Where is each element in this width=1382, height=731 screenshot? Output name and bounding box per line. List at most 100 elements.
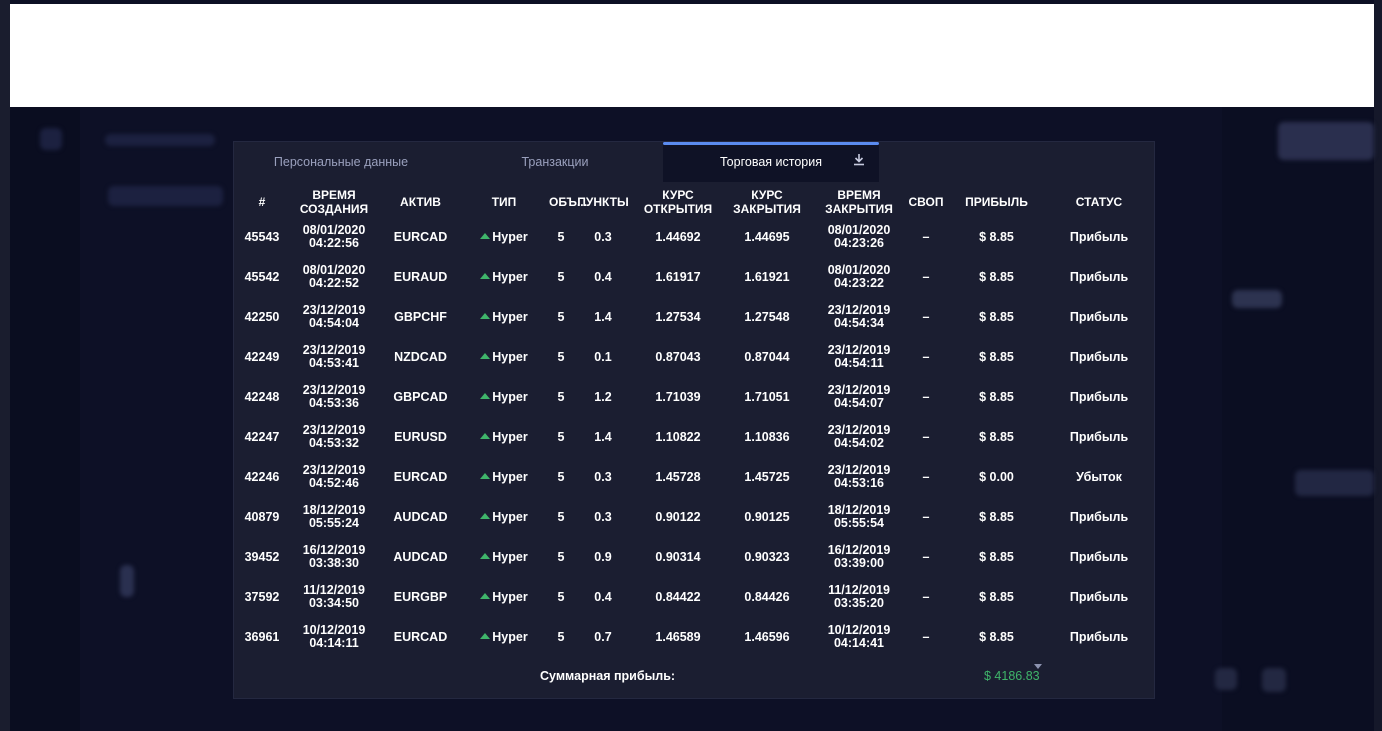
- trade-id: 45543: [238, 217, 286, 257]
- trade-type-text: Hyper: [492, 309, 528, 324]
- swap-text: –: [922, 429, 930, 444]
- trade-id: 40879: [238, 497, 286, 537]
- created-date: 23/12/2019: [302, 463, 366, 477]
- background-blur-shape: [120, 565, 134, 597]
- profit-text: $ 8.85: [979, 309, 1014, 324]
- closed-date: 23/12/2019: [827, 303, 891, 317]
- profit: $ 8.85: [945, 217, 1048, 257]
- profit: $ 0.00: [945, 457, 1048, 497]
- close-rate-text: 1.45725: [744, 469, 790, 484]
- tab-transactions[interactable]: Транзакции: [521, 155, 589, 169]
- points-text: 1.2: [594, 389, 612, 404]
- swap: –: [907, 257, 945, 297]
- profit-text: $ 8.85: [979, 229, 1014, 244]
- close-rate: 1.71051: [723, 377, 811, 417]
- arrow-up-icon: [480, 352, 491, 359]
- volume: 5: [549, 217, 573, 257]
- created-clock: 04:52:46: [308, 476, 360, 490]
- top-blank-area: [10, 4, 1374, 108]
- close-rate-text: 1.10836: [744, 429, 790, 444]
- profit: $ 8.85: [945, 297, 1048, 337]
- trade-type: Hyper: [459, 337, 549, 377]
- background-blur-shape: [1232, 290, 1282, 308]
- close-rate: 1.10836: [723, 417, 811, 457]
- download-icon[interactable]: [853, 142, 865, 182]
- status: Прибыль: [1048, 577, 1150, 617]
- closed-clock: 03:35:20: [833, 596, 885, 610]
- created-date: 23/12/2019: [302, 383, 366, 397]
- created-date: 18/12/2019: [302, 503, 366, 517]
- open-rate: 1.45728: [633, 457, 723, 497]
- points-text: 0.3: [594, 229, 612, 244]
- column-header: АКТИВ: [400, 195, 441, 209]
- column-header: ПРИБЫЛЬ: [965, 195, 1028, 209]
- table-row[interactable]: 39452 16/12/2019 03:38:30 AUDCAD Hyper 5 0.9 0.…: [238, 537, 1150, 577]
- asset-text: AUDCAD: [393, 549, 448, 564]
- created-date: 11/12/2019: [303, 583, 365, 597]
- asset: EURCAD: [382, 457, 459, 497]
- volume-text: 5: [557, 269, 565, 284]
- trade-id-text: 37592: [244, 589, 280, 604]
- background-right-panel: [1222, 107, 1374, 731]
- table-row[interactable]: 36961 10/12/2019 04:14:11 EURCAD Hyper 5 0.7 1.…: [238, 617, 1150, 657]
- points: 0.3: [573, 497, 633, 537]
- table-row[interactable]: 42247 23/12/2019 04:53:32 EURUSD Hyper 5 1.4 1.…: [238, 417, 1150, 457]
- arrow-up-icon: [480, 632, 491, 639]
- table-row[interactable]: 45542 08/01/2020 04:22:52 EURAUD Hyper 5 0.4 1.…: [238, 257, 1150, 297]
- close-rate: 0.84426: [723, 577, 811, 617]
- volume: 5: [549, 297, 573, 337]
- table-row[interactable]: 37592 11/12/2019 03:34:50 EURGBP Hyper 5 0.4 0.…: [238, 577, 1150, 617]
- profit-text: $ 8.85: [979, 389, 1014, 404]
- table-row[interactable]: 42250 23/12/2019 04:54:04 GBPCHF Hyper 5 1.4 1.…: [238, 297, 1150, 337]
- points: 0.7: [573, 617, 633, 657]
- swap: –: [907, 417, 945, 457]
- table-row[interactable]: 40879 18/12/2019 05:55:24 AUDCAD Hyper 5 0.3 0.…: [238, 497, 1150, 537]
- window-frame-left: [0, 0, 10, 731]
- open-rate-text: 1.61917: [655, 269, 701, 284]
- profit-text: $ 8.85: [979, 549, 1014, 564]
- tab-personal-data[interactable]: Персональные данные: [273, 155, 409, 169]
- volume: 5: [549, 497, 573, 537]
- swap-text: –: [922, 269, 930, 284]
- column-header: ОБЪ...: [549, 195, 587, 209]
- profit: $ 8.85: [945, 417, 1048, 457]
- profit: $ 8.85: [945, 537, 1048, 577]
- closed-clock: 04:53:16: [833, 476, 885, 490]
- asset: GBPCAD: [382, 377, 459, 417]
- table-row[interactable]: 42246 23/12/2019 04:52:46 EURCAD Hyper 5 0.3 1.…: [238, 457, 1150, 497]
- created-clock: 03:34:50: [308, 596, 360, 610]
- scroll-caret-icon[interactable]: [1034, 664, 1042, 669]
- points: 0.4: [573, 577, 633, 617]
- trade-type: Hyper: [459, 457, 549, 497]
- status-text: Прибыль: [1069, 349, 1129, 364]
- trade-id-text: 42247: [244, 429, 280, 444]
- table-row[interactable]: 42249 23/12/2019 04:53:41 NZDCAD Hyper 5 0.1 0.…: [238, 337, 1150, 377]
- table-row[interactable]: 42248 23/12/2019 04:53:36 GBPCAD Hyper 5 1.2 1.…: [238, 377, 1150, 417]
- volume: 5: [549, 537, 573, 577]
- closed-time: 23/12/2019 04:54:11: [811, 337, 907, 377]
- trade-id: 42250: [238, 297, 286, 337]
- asset-text: EURAUD: [393, 269, 448, 284]
- close-rate: 1.44695: [723, 217, 811, 257]
- trade-type: Hyper: [459, 377, 549, 417]
- asset-text: GBPCHF: [394, 309, 447, 324]
- asset: GBPCHF: [382, 297, 459, 337]
- trade-id-text: 39452: [244, 549, 280, 564]
- open-rate: 1.27534: [633, 297, 723, 337]
- profit-text: $ 8.85: [979, 629, 1014, 644]
- asset: EURCAD: [382, 617, 459, 657]
- total-profit-value: $ 4186.83: [984, 669, 1040, 683]
- volume-text: 5: [557, 349, 565, 364]
- tab-trading-history[interactable]: Торговая история: [663, 142, 879, 182]
- background-blur-shape: [1295, 470, 1374, 496]
- trade-id-text: 45542: [244, 269, 280, 284]
- profit-text: $ 8.85: [979, 349, 1014, 364]
- column-header: ВРЕМЯ ЗАКРЫТИЯ: [825, 188, 893, 216]
- volume-text: 5: [557, 429, 565, 444]
- status-text: Прибыль: [1069, 429, 1129, 444]
- open-rate-text: 1.46589: [655, 629, 701, 644]
- trade-type-text: Hyper: [492, 629, 528, 644]
- table-row[interactable]: 45543 08/01/2020 04:22:56 EURCAD Hyper 5 0.3 1.…: [238, 217, 1150, 257]
- column-header: КУРС ОТКРЫТИЯ: [643, 188, 713, 216]
- swap-text: –: [922, 469, 930, 484]
